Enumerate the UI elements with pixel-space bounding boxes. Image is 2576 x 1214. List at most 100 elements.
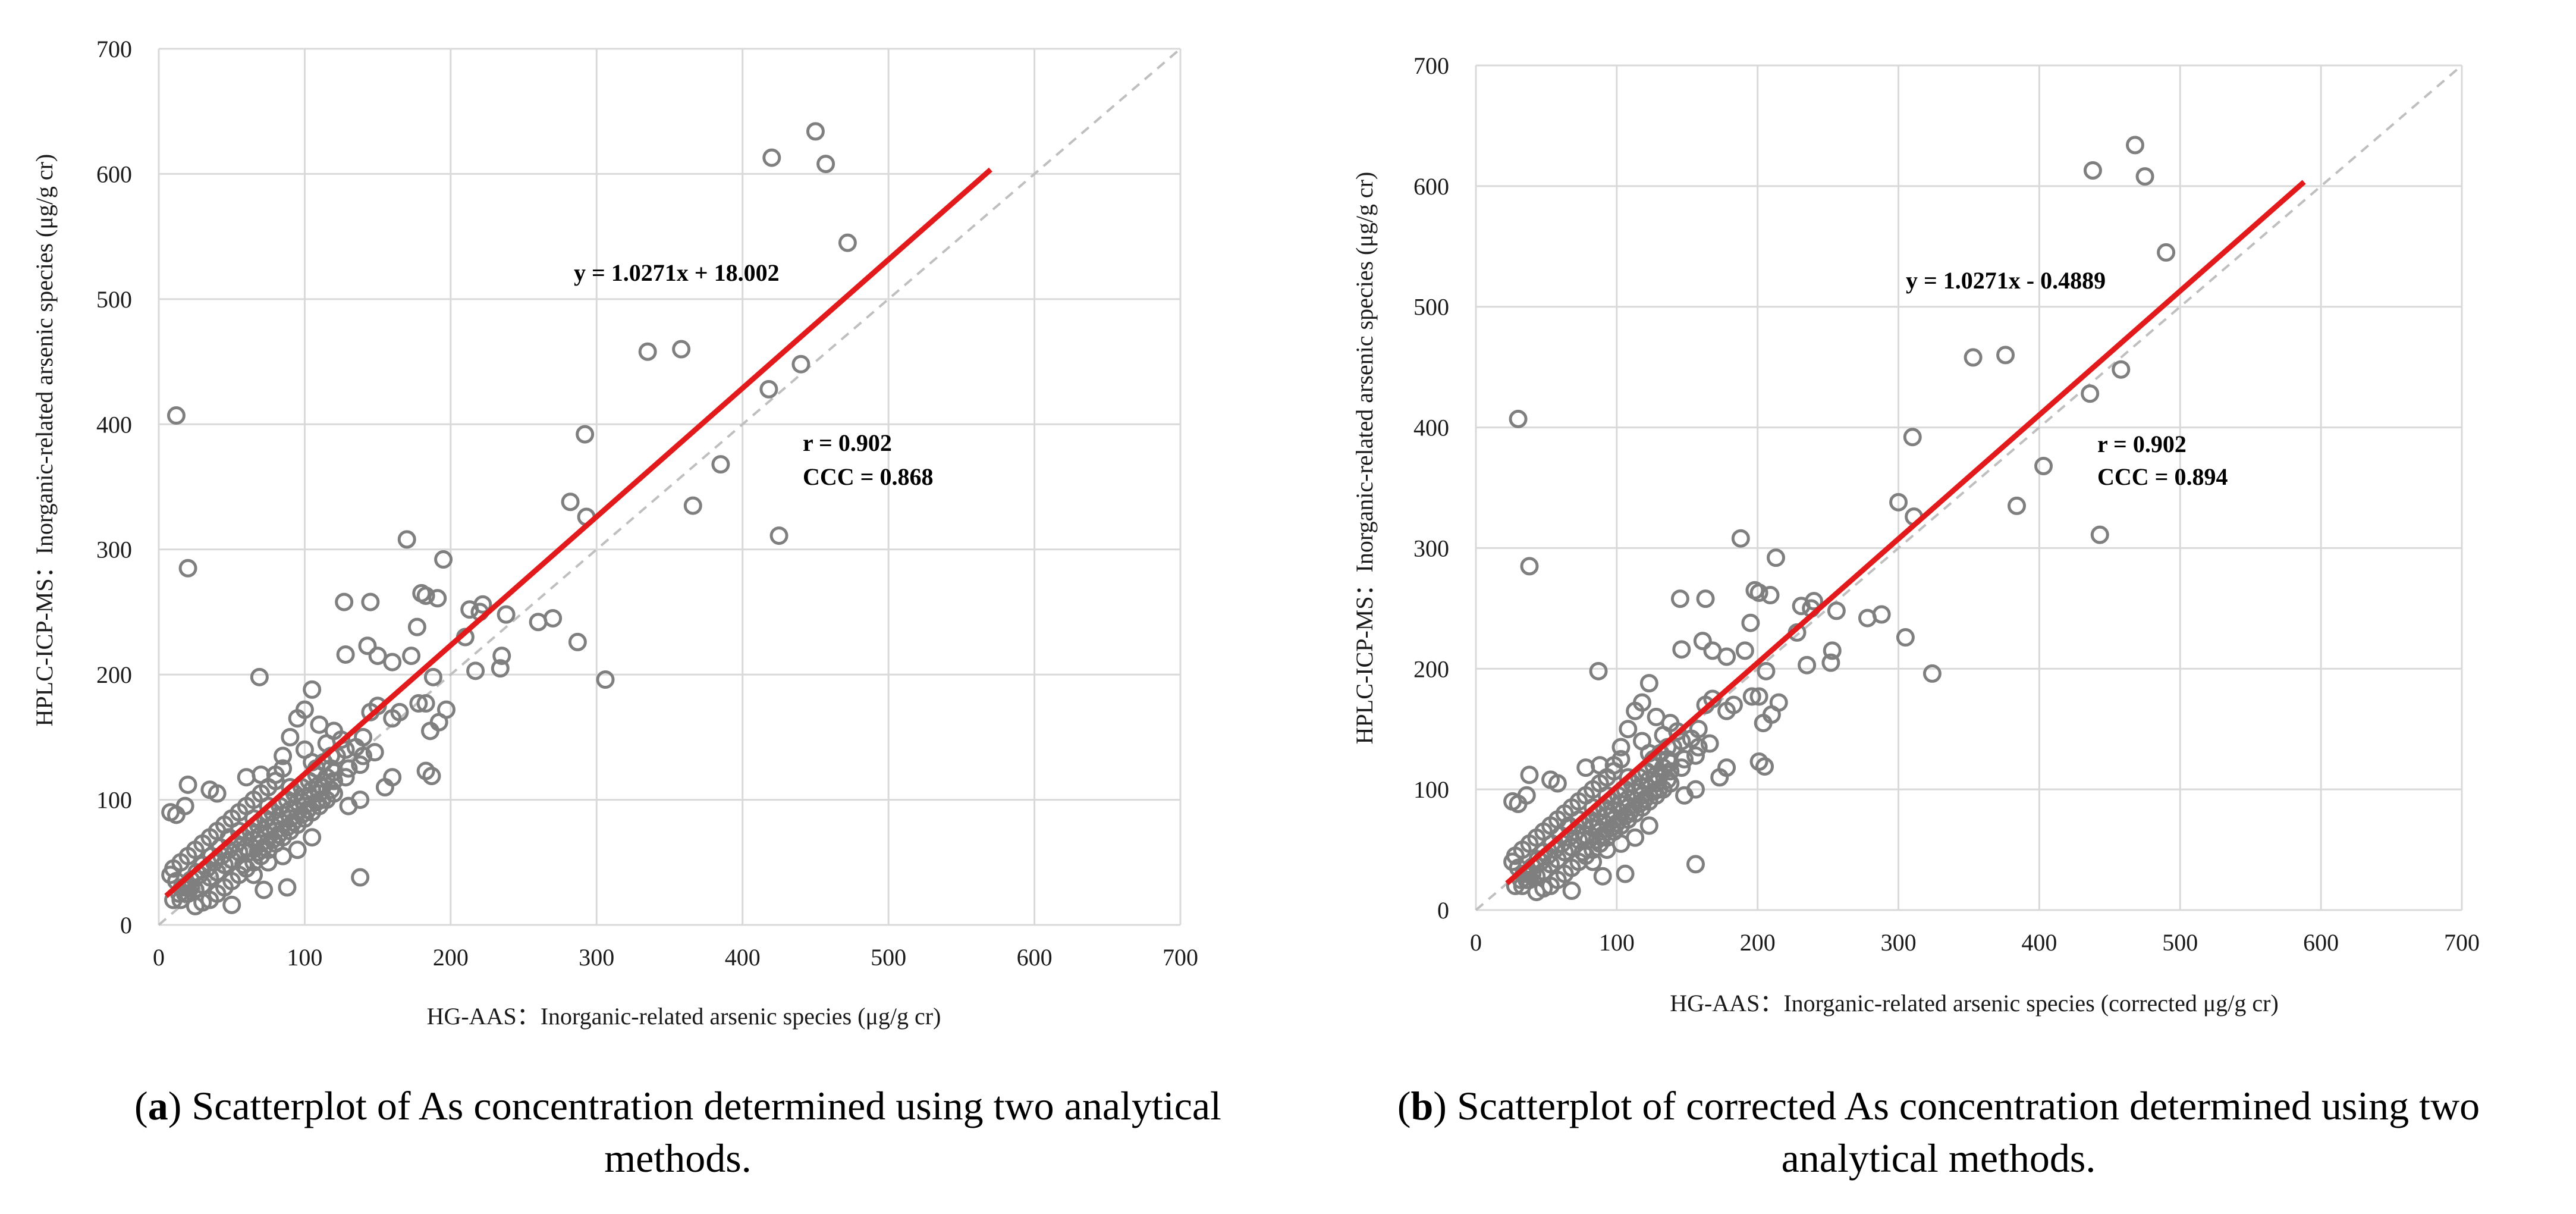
data-point-163 bbox=[208, 784, 227, 803]
data-point-203 bbox=[234, 855, 253, 874]
data-point-15 bbox=[769, 526, 788, 545]
points-panel-a bbox=[161, 122, 857, 915]
grid-panel-b bbox=[1475, 64, 2463, 911]
y-tick-label-400: 400 bbox=[1413, 415, 1449, 441]
data-point-36 bbox=[358, 636, 377, 655]
data-point-14 bbox=[2008, 496, 2027, 515]
y-tick-label-100: 100 bbox=[1413, 776, 1449, 803]
y-tick-label-400: 400 bbox=[96, 411, 132, 438]
x-tick-label-400: 400 bbox=[2021, 929, 2057, 956]
data-point-168 bbox=[252, 765, 271, 784]
data-point-174 bbox=[1597, 786, 1616, 805]
data-point-78 bbox=[1619, 720, 1638, 739]
data-point-17 bbox=[1767, 548, 1786, 567]
data-point-41 bbox=[1589, 661, 1608, 680]
data-point-191 bbox=[1689, 738, 1708, 757]
data-point-56 bbox=[1686, 855, 1705, 874]
data-point-61 bbox=[1686, 780, 1705, 799]
data-point-10 bbox=[576, 425, 595, 444]
y-tick-label-500: 500 bbox=[1413, 294, 1449, 321]
data-point-12 bbox=[1889, 492, 1908, 512]
equation-label-a: y = 1.0271x + 18.002 bbox=[574, 259, 780, 286]
data-point-161 bbox=[178, 775, 197, 794]
y-axis-label-a: HPLC-ICP-MS：Inorganic-related arsenic sp… bbox=[31, 154, 58, 727]
grid-panel-a bbox=[158, 48, 1182, 926]
data-point-27 bbox=[491, 659, 510, 678]
data-point-15 bbox=[2090, 525, 2109, 544]
data-point-45 bbox=[416, 694, 435, 713]
data-point-5 bbox=[2157, 243, 2176, 262]
ticks-panel-b: 0 100 200 300 400 500 600 700 0 100 200 300 400 500 60… bbox=[1413, 52, 2480, 956]
x-tick-label-700: 700 bbox=[1163, 944, 1198, 971]
data-point-27 bbox=[1821, 653, 1840, 672]
data-point-31 bbox=[416, 586, 435, 606]
data-point-20 bbox=[1922, 664, 1942, 683]
data-point-61 bbox=[351, 790, 370, 810]
y-tick-label-600: 600 bbox=[1413, 173, 1449, 200]
y-tick-label-300: 300 bbox=[96, 537, 132, 563]
data-point-185 bbox=[266, 821, 285, 840]
data-point-43 bbox=[1757, 661, 1776, 680]
data-point-189 bbox=[1661, 762, 1680, 781]
caption-b-text: Scatterplot of corrected As concentratio… bbox=[1446, 1083, 2480, 1181]
data-point-44 bbox=[409, 694, 428, 713]
data-point-166 bbox=[1517, 786, 1536, 805]
points-panel-b bbox=[1503, 136, 2176, 902]
data-point-9 bbox=[759, 379, 778, 399]
data-point-52 bbox=[1724, 695, 1743, 714]
x-tick-label-200: 200 bbox=[433, 944, 469, 971]
data-point-79 bbox=[274, 746, 293, 766]
x-tick-label-600: 600 bbox=[2303, 929, 2339, 956]
data-point-41 bbox=[250, 667, 269, 686]
data-point-63 bbox=[383, 768, 402, 787]
data-point-9 bbox=[2081, 384, 2100, 403]
data-point-200 bbox=[274, 846, 293, 865]
data-point-57 bbox=[1616, 864, 1635, 883]
data-point-37 bbox=[1672, 640, 1691, 659]
data-point-34 bbox=[1696, 589, 1715, 608]
data-point-199 bbox=[1639, 816, 1658, 835]
data-point-28 bbox=[1798, 655, 1817, 675]
data-point-138 bbox=[186, 896, 205, 915]
data-point-191 bbox=[354, 746, 373, 766]
y-axis-label-b: HPLC-ICP-MS：Inorganic-related arsenic sp… bbox=[1351, 172, 1378, 745]
data-point-57 bbox=[278, 878, 297, 897]
data-point-79 bbox=[1611, 738, 1631, 757]
scatterplot-panel-a: 0 100 200 300 400 500 600 700 0 100 200 300 400 500 60… bbox=[31, 36, 1198, 1030]
x-tick-label-600: 600 bbox=[1017, 944, 1053, 971]
data-point-199 bbox=[303, 828, 322, 847]
r-label-a: r = 0.902 bbox=[803, 429, 892, 456]
data-point-206 bbox=[278, 818, 297, 837]
data-point-37 bbox=[336, 645, 355, 664]
y-tick-label-500: 500 bbox=[96, 286, 132, 313]
data-point-204 bbox=[1588, 830, 1607, 849]
data-point-16 bbox=[397, 530, 416, 549]
data-point-18 bbox=[529, 613, 548, 632]
data-point-6 bbox=[1964, 348, 1983, 367]
data-point-203 bbox=[1573, 843, 1592, 862]
x-tick-label-0: 0 bbox=[153, 944, 165, 971]
data-point-1 bbox=[1520, 557, 1539, 576]
data-point-209 bbox=[322, 780, 341, 799]
data-point-201 bbox=[1597, 840, 1616, 859]
data-point-32 bbox=[1761, 586, 1780, 605]
data-point-2 bbox=[2125, 136, 2144, 155]
data-point-208 bbox=[307, 793, 326, 812]
data-point-58 bbox=[1593, 867, 1612, 886]
data-point-67 bbox=[1647, 707, 1666, 726]
data-point-167 bbox=[237, 768, 256, 787]
data-point-25 bbox=[1792, 597, 1811, 616]
data-point-10 bbox=[1903, 428, 1922, 447]
data-point-35 bbox=[1741, 613, 1760, 632]
data-point-1 bbox=[178, 559, 197, 578]
data-point-58 bbox=[255, 880, 274, 899]
x-tick-label-100: 100 bbox=[287, 944, 322, 971]
data-point-33 bbox=[335, 592, 354, 611]
caption-a: (a) Scatterplot of As concentration dete… bbox=[134, 1083, 1221, 1181]
data-point-59 bbox=[1562, 882, 1581, 901]
data-point-163 bbox=[1548, 774, 1567, 793]
data-point-5 bbox=[838, 233, 857, 252]
data-point-4 bbox=[2135, 167, 2154, 186]
data-point-3 bbox=[762, 148, 781, 167]
